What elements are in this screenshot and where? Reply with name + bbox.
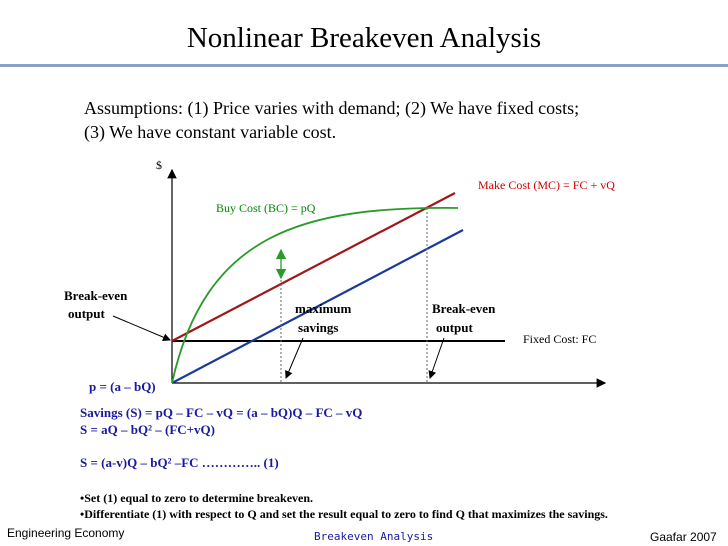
bullet-breakeven: •Set (1) equal to zero to determine brea… (80, 491, 314, 505)
pointer-breakeven-right (428, 337, 445, 379)
buy-cost-label: Buy Cost (BC) = pQ (216, 201, 316, 215)
variable-cost-line (171, 229, 464, 384)
savings-equation: Savings (S) = pQ – FC – vQ = (a – bQ)Q –… (80, 405, 363, 420)
breakeven-right-label-1: Break-even (432, 301, 496, 316)
footer-right: Gaafar 2007 (650, 530, 717, 544)
savings-equation-3: S = (a-v)Q – bQ² –FC ………….. (1) (80, 455, 279, 470)
y-axis-label: $ (156, 158, 162, 172)
max-savings-label-2: savings (298, 320, 339, 335)
savings-equation-2: S = aQ – bQ² – (FC+vQ) (80, 422, 215, 437)
breakeven-left-label-1: Break-even (64, 288, 128, 303)
max-savings-label-1: maximum (295, 301, 352, 316)
price-function: p = (a – bQ) (89, 379, 156, 394)
footer-left: Engineering Economy (7, 526, 125, 540)
make-cost-label: Make Cost (MC) = FC + vQ (478, 178, 615, 192)
buy-cost-curve (171, 207, 459, 384)
make-cost-line (171, 192, 456, 342)
breakeven-left-label-2: output (68, 306, 105, 321)
fixed-cost-label: Fixed Cost: FC (523, 332, 597, 346)
assumptions-line-1: Assumptions: (1) Price varies with deman… (84, 98, 580, 118)
assumptions-line-2: (3) We have constant variable cost. (84, 122, 337, 142)
bullet-maximize: •Differentiate (1) with respect to Q and… (80, 507, 608, 521)
pointer-breakeven-left (112, 315, 171, 341)
pointer-max-savings (285, 337, 304, 379)
title-divider (0, 64, 728, 67)
breakeven-right-label-2: output (436, 320, 473, 335)
slide-title: Nonlinear Breakeven Analysis (186, 22, 542, 54)
footer-center: Breakeven Analysis (314, 530, 434, 543)
